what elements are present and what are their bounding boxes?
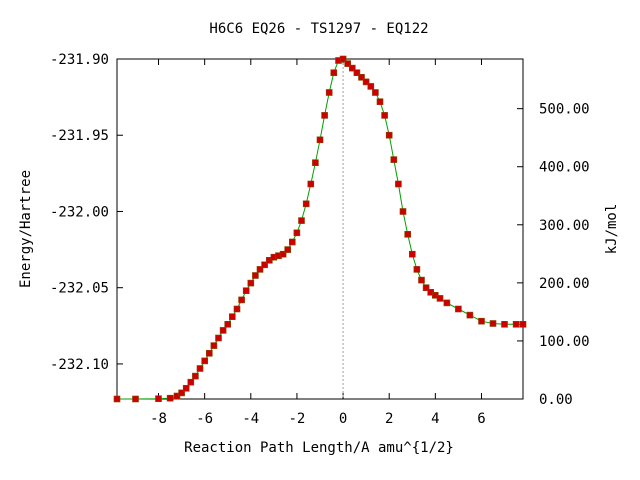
data-point	[413, 266, 421, 273]
data-point	[489, 320, 497, 327]
data-point	[348, 64, 356, 72]
data-point	[367, 83, 375, 90]
data-point	[215, 334, 222, 342]
data-point	[512, 320, 520, 328]
axis-ticks	[117, 58, 523, 400]
data-point	[399, 208, 407, 215]
data-point	[219, 327, 227, 334]
data-point	[166, 394, 174, 402]
data-point	[206, 349, 213, 357]
data-point	[233, 305, 241, 313]
data-point	[113, 395, 121, 403]
data-point	[256, 266, 264, 273]
data-point	[293, 229, 301, 237]
y2-tick-label: 300.00	[539, 218, 590, 234]
y2-axis-label: kJ/mol	[604, 204, 620, 255]
data-point	[288, 238, 296, 246]
data-point	[302, 200, 310, 208]
y-tick-label: -231.95	[50, 128, 109, 144]
data-point	[210, 342, 218, 349]
axis-tick-labels: -8 -6 -4 -2 0 2 4 6 -231.90 -231.95 -232.00 -232.05…	[50, 52, 590, 427]
data-point	[316, 136, 324, 144]
data-point	[238, 296, 245, 304]
data-point	[307, 180, 315, 188]
data-point	[182, 384, 190, 392]
data-point	[519, 320, 527, 328]
data-point	[312, 159, 319, 166]
data-point	[321, 112, 328, 119]
data-point	[155, 395, 162, 403]
data-point	[201, 357, 208, 365]
data-point	[390, 156, 398, 163]
y-axis-label: Energy/Hartree	[18, 170, 34, 288]
data-point	[247, 279, 255, 287]
y2-tick-label: 100.00	[539, 334, 590, 350]
data-point	[178, 389, 185, 397]
data-point	[372, 89, 379, 96]
y-tick-label: -231.90	[50, 52, 109, 68]
y-tick-label: -232.10	[50, 357, 109, 373]
data-point	[284, 246, 292, 253]
data-point	[381, 112, 388, 119]
x-tick-label: 2	[385, 411, 393, 427]
y2-tick-label: 0.00	[539, 392, 573, 408]
data-point	[224, 320, 231, 328]
data-point	[242, 287, 250, 295]
data-point	[376, 98, 384, 105]
y2-tick-label: 500.00	[539, 102, 590, 118]
data-point	[404, 231, 412, 238]
x-tick-label: -8	[150, 411, 167, 427]
x-axis-label: Reaction Path Length/A amu^{1/2}	[184, 440, 454, 456]
data-point	[385, 131, 393, 139]
series-line	[117, 58, 523, 400]
y-tick-label: -232.00	[50, 204, 109, 220]
data-point	[339, 55, 347, 63]
data-point	[344, 60, 352, 67]
data-point	[408, 250, 416, 258]
data-point	[455, 305, 462, 313]
x-tick-label: -4	[242, 411, 259, 427]
plot-frame	[116, 58, 524, 400]
data-point	[466, 311, 474, 319]
data-point	[298, 217, 305, 224]
data-point	[325, 89, 333, 96]
data-point	[330, 69, 338, 76]
x-tick-label: -6	[196, 411, 213, 427]
data-point	[501, 320, 508, 328]
data-point	[436, 295, 444, 302]
data-point	[443, 299, 451, 307]
data-point	[192, 372, 199, 380]
x-tick-label: 4	[431, 411, 439, 427]
data-point	[229, 313, 236, 321]
data-point	[279, 250, 287, 258]
x-tick-label: -2	[289, 411, 306, 427]
y2-tick-label: 400.00	[539, 160, 590, 176]
data-point	[261, 261, 268, 269]
data-point	[353, 69, 361, 76]
series-points	[113, 55, 527, 403]
data-point	[132, 395, 139, 403]
x-tick-label: 0	[339, 411, 347, 427]
data-point	[196, 365, 204, 372]
data-point	[422, 284, 430, 292]
chart-title: H6C6 EQ26 - TS1297 - EQ122	[209, 21, 428, 37]
x-tick-label: 6	[477, 411, 485, 427]
data-point	[187, 378, 195, 386]
data-point	[362, 78, 370, 86]
y2-tick-label: 200.00	[539, 276, 590, 292]
y-tick-label: -232.05	[50, 281, 109, 297]
data-point	[395, 180, 402, 188]
data-point	[252, 272, 259, 279]
data-point	[478, 317, 485, 325]
data-point	[418, 276, 425, 284]
data-point	[358, 74, 365, 81]
